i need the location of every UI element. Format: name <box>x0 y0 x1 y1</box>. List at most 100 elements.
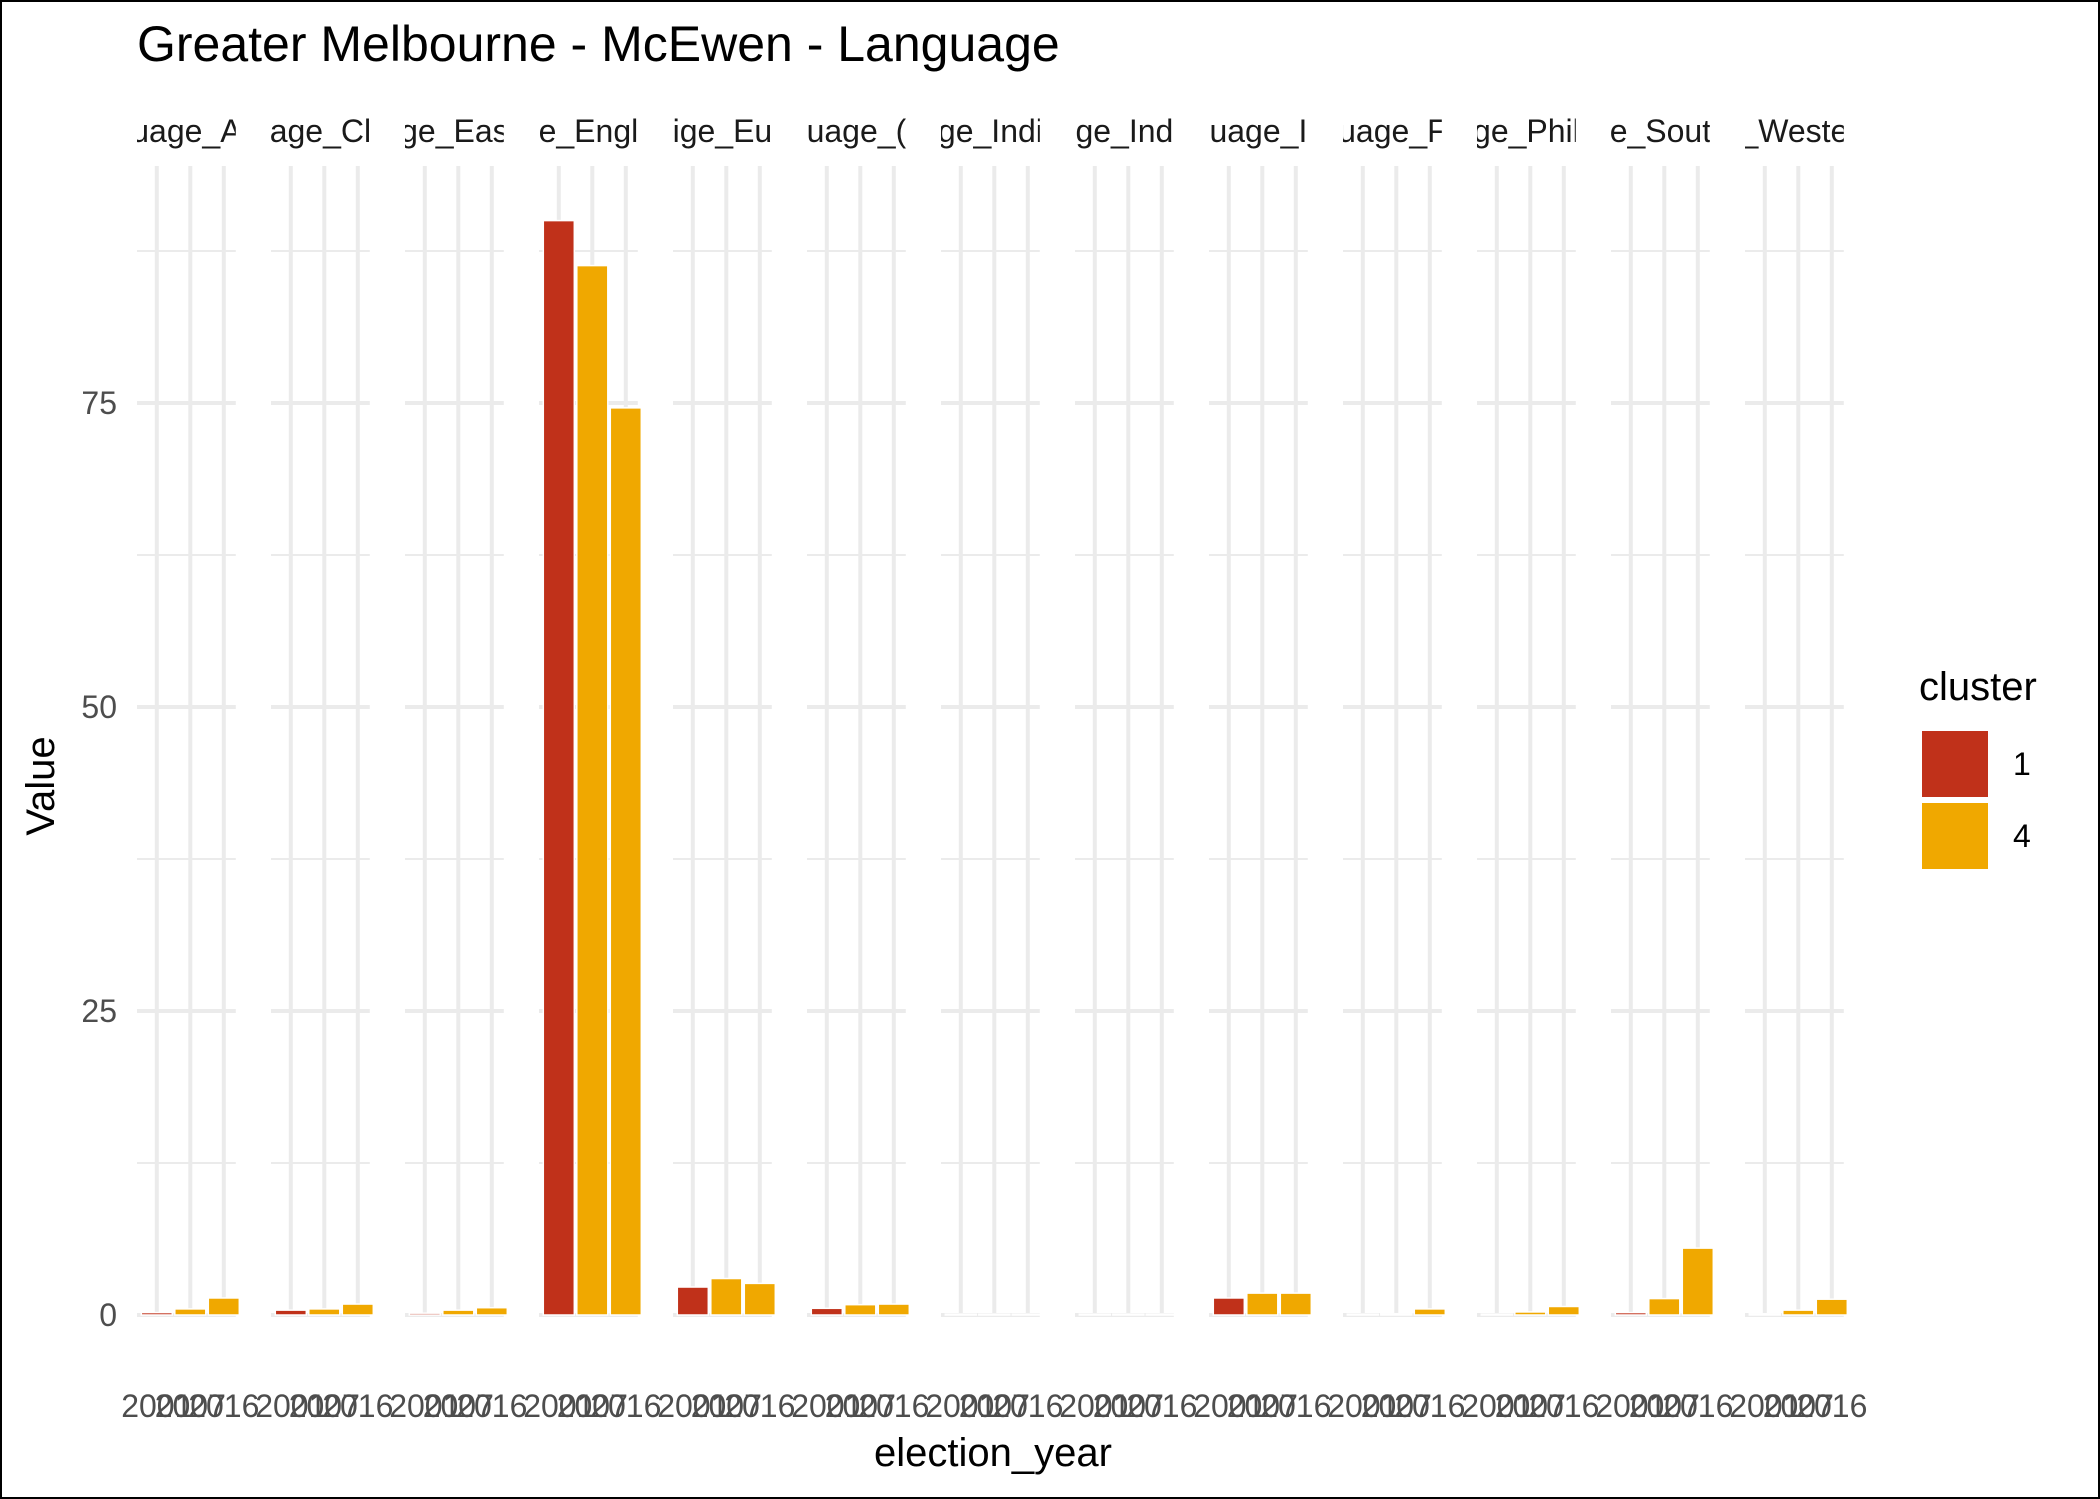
x-tick-label: 2016 <box>1394 1388 1465 1424</box>
y-tick-label: 25 <box>81 993 117 1029</box>
x-tick-label: 2016 <box>188 1388 259 1424</box>
facet-strip-label: uage_F <box>1338 113 1447 149</box>
bar-Language_Chinese-2016 <box>341 1303 375 1316</box>
x-tick-label: 2007 <box>289 1388 360 1424</box>
legend-key-4 <box>1920 801 1990 871</box>
bar-Language_Indian-2001 <box>944 1313 978 1316</box>
x-tick-label: 2016 <box>322 1388 393 1424</box>
x-tick-label: 2001 <box>925 1388 996 1424</box>
x-tick-label: 2001 <box>523 1388 594 1424</box>
x-tick-layer: 2001200720162001200720162001200720162001… <box>121 1388 1867 1424</box>
bar-Language_Italian-2001 <box>1212 1297 1246 1316</box>
x-tick-label: 2016 <box>992 1388 1063 1424</box>
x-tick-label: 2016 <box>1662 1388 1733 1424</box>
bar-Language_European-2001 <box>676 1286 710 1316</box>
bar-Language_Indian-2007 <box>978 1313 1011 1316</box>
y-axis-title: Value <box>19 736 63 835</box>
facet-strip-label: uage_A <box>131 113 242 149</box>
bar-Language_Western-2007 <box>1782 1309 1815 1316</box>
bar-layer <box>140 219 1849 1316</box>
bar-Language_Persian-2001 <box>1346 1313 1380 1316</box>
bar-Language_Philippine-2007 <box>1514 1311 1547 1316</box>
x-tick-label: 2007 <box>423 1388 494 1424</box>
bar-Language_Indigenous-2007 <box>1112 1313 1145 1316</box>
bar-Language_Arabic-2001 <box>140 1311 174 1316</box>
x-tick-label: 2016 <box>1796 1388 1867 1424</box>
facet-strip-label: ge_Phil <box>1473 113 1580 149</box>
x-tick-label: 2007 <box>691 1388 762 1424</box>
bar-Language_Arabic-2016 <box>207 1297 241 1316</box>
x-tick-label: 2001 <box>121 1388 192 1424</box>
bar-Language_Western-2001 <box>1748 1313 1782 1316</box>
x-tick-label: 2001 <box>1327 1388 1398 1424</box>
legend: cluster 1 4 <box>1919 665 2037 871</box>
x-tick-label: 2001 <box>791 1388 862 1424</box>
bar-Language_Eastern-2007 <box>442 1309 475 1316</box>
y-tick-label: 50 <box>81 689 117 725</box>
x-tick-label: 2001 <box>1059 1388 1130 1424</box>
facet-strip-layer: uage_A age_Cl ge_Eas e_Engl ige_Eu uage_( ge_I… <box>131 113 1848 149</box>
x-tick-label: 2016 <box>858 1388 929 1424</box>
bar-Language_Indigenous-2016 <box>1145 1313 1179 1316</box>
facet-strip-label: ige_Eu <box>673 113 773 149</box>
x-tick-label: 2001 <box>657 1388 728 1424</box>
x-tick-label: 2001 <box>1729 1388 1800 1424</box>
facet-strip-label: ge_Eas <box>400 113 509 149</box>
bar-Language_Arabic-2007 <box>174 1308 207 1316</box>
x-tick-label: 2016 <box>456 1388 527 1424</box>
facet-strip-label: e_Engl <box>539 113 639 149</box>
bar-Language_Greek-2007 <box>844 1303 877 1316</box>
facet-strip-label: _Weste <box>1739 113 1848 149</box>
bar-Language_Philippine-2001 <box>1480 1313 1514 1316</box>
x-tick-label: 2016 <box>1260 1388 1331 1424</box>
facet-strip-label: age_Cl <box>270 113 371 149</box>
bar-Language_Chinese-2001 <box>274 1309 308 1316</box>
bar-Language_English-2001 <box>542 219 576 1316</box>
x-tick-label: 2016 <box>590 1388 661 1424</box>
bar-Language_Persian-2007 <box>1380 1313 1413 1316</box>
facet-strip-label: ge_Ind <box>1075 113 1173 149</box>
bar-Language_English-2007 <box>576 264 609 1316</box>
x-tick-label: 2007 <box>1495 1388 1566 1424</box>
y-tick-label: 0 <box>99 1297 117 1333</box>
y-tick-layer: 0 25 50 75 <box>81 385 117 1333</box>
x-tick-label: 2007 <box>1763 1388 1834 1424</box>
bar-Language_Eastern-2001 <box>408 1312 442 1316</box>
x-tick-label: 2007 <box>155 1388 226 1424</box>
chart-title: Greater Melbourne - McEwen - Language <box>137 16 1060 72</box>
legend-title: cluster <box>1919 665 2037 709</box>
x-tick-label: 2007 <box>825 1388 896 1424</box>
bar-Language_Italian-2007 <box>1246 1292 1279 1316</box>
legend-label-1: 1 <box>2013 746 2031 782</box>
x-tick-label: 2007 <box>1227 1388 1298 1424</box>
bar-Language_Eastern-2016 <box>475 1306 509 1316</box>
bar-Language_Indigenous-2001 <box>1078 1313 1112 1316</box>
bar-Language_English-2016 <box>609 407 643 1316</box>
legend-key-1 <box>1920 729 1990 799</box>
x-tick-label: 2007 <box>1093 1388 1164 1424</box>
bar-Language_SouthAsian-2016 <box>1681 1247 1715 1316</box>
facet-strip-label: e_Sout <box>1610 113 1712 149</box>
x-axis-title: election_year <box>874 1431 1112 1475</box>
bar-Language_Greek-2001 <box>810 1307 844 1316</box>
bar-Language_Persian-2016 <box>1413 1308 1447 1316</box>
legend-label-4: 4 <box>2013 818 2031 854</box>
x-tick-label: 2001 <box>1595 1388 1666 1424</box>
bar-Language_Indian-2016 <box>1011 1313 1045 1316</box>
x-tick-label: 2001 <box>1461 1388 1532 1424</box>
bar-Language_European-2016 <box>743 1282 777 1316</box>
x-tick-label: 2007 <box>557 1388 628 1424</box>
facet-strip-label: uage_I <box>1209 113 1307 149</box>
x-tick-label: 2016 <box>1126 1388 1197 1424</box>
bar-Language_Greek-2016 <box>877 1303 911 1316</box>
x-tick-label: 2016 <box>1528 1388 1599 1424</box>
facet-strip-label: uage_( <box>807 113 907 149</box>
facet-strip-label: ge_Indi <box>938 113 1043 149</box>
bar-Language_Italian-2016 <box>1279 1292 1313 1316</box>
x-tick-label: 2007 <box>1629 1388 1700 1424</box>
bar-Language_Western-2016 <box>1815 1298 1849 1316</box>
x-tick-label: 2001 <box>389 1388 460 1424</box>
x-tick-label: 2001 <box>1193 1388 1264 1424</box>
